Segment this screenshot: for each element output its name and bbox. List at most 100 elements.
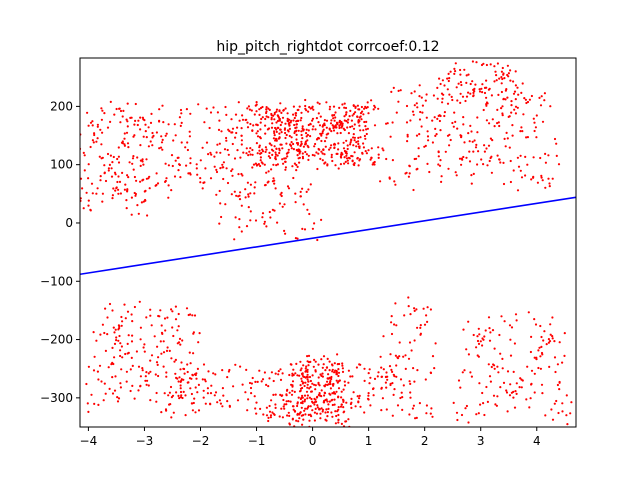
scatter-point bbox=[272, 114, 275, 117]
scatter-point bbox=[101, 109, 104, 112]
scatter-point bbox=[250, 382, 253, 385]
scatter-point bbox=[357, 136, 360, 139]
scatter-point bbox=[147, 372, 150, 375]
scatter-point bbox=[145, 136, 148, 139]
scatter-point bbox=[160, 352, 163, 355]
scatter-point bbox=[305, 135, 308, 138]
scatter-point bbox=[483, 150, 486, 153]
scatter-point bbox=[99, 333, 102, 336]
scatter-point bbox=[267, 170, 270, 173]
scatter-point bbox=[465, 404, 468, 408]
scatter-point bbox=[273, 182, 276, 185]
scatter-point bbox=[297, 396, 300, 399]
scatter-point bbox=[86, 402, 89, 405]
scatter-point bbox=[347, 118, 350, 121]
scatter-point bbox=[230, 118, 233, 121]
scatter-point bbox=[157, 374, 160, 378]
scatter-point bbox=[117, 328, 120, 331]
scatter-point bbox=[280, 394, 283, 397]
scatter-point bbox=[362, 113, 365, 116]
scatter-point bbox=[414, 417, 417, 420]
scatter-point bbox=[291, 374, 294, 377]
scatter-point bbox=[557, 411, 560, 415]
scatter-point bbox=[167, 394, 170, 397]
scatter-point bbox=[170, 189, 173, 192]
scatter-point bbox=[260, 380, 263, 383]
scatter-point bbox=[215, 168, 218, 171]
scatter-point bbox=[336, 363, 339, 366]
scatter-point bbox=[231, 142, 234, 146]
scatter-point bbox=[268, 410, 272, 413]
scatter-point bbox=[460, 83, 463, 87]
scatter-point bbox=[509, 354, 513, 357]
scatter-point bbox=[300, 414, 303, 417]
scatter-point bbox=[223, 148, 227, 151]
scatter-point bbox=[170, 416, 173, 419]
scatter-point bbox=[365, 128, 368, 131]
scatter-point bbox=[259, 159, 262, 162]
scatter-point bbox=[365, 152, 368, 155]
scatter-point bbox=[292, 368, 295, 371]
scatter-point bbox=[483, 413, 486, 417]
scatter-point bbox=[139, 338, 142, 341]
scatter-point bbox=[193, 314, 197, 317]
scatter-point bbox=[103, 171, 106, 174]
scatter-point bbox=[307, 380, 310, 383]
scatter-point bbox=[371, 387, 375, 391]
scatter-point bbox=[350, 154, 353, 158]
scatter-point bbox=[172, 411, 175, 414]
scatter-point bbox=[139, 375, 142, 378]
scatter-point bbox=[170, 308, 173, 311]
scatter-point bbox=[186, 148, 189, 152]
scatter-point bbox=[538, 96, 541, 99]
scatter-point bbox=[320, 358, 323, 361]
scatter-point bbox=[548, 185, 551, 188]
scatter-point bbox=[439, 129, 442, 132]
scatter-point bbox=[252, 124, 255, 127]
scatter-point bbox=[258, 149, 261, 152]
scatter-point bbox=[346, 147, 349, 151]
scatter-point bbox=[103, 331, 106, 335]
scatter-point bbox=[300, 406, 303, 409]
scatter-point bbox=[111, 194, 114, 197]
scatter-point bbox=[285, 152, 288, 155]
scatter-point bbox=[179, 396, 183, 399]
scatter-point bbox=[194, 373, 197, 377]
scatter-point bbox=[161, 104, 164, 107]
scatter-point bbox=[476, 163, 479, 166]
scatter-point bbox=[313, 222, 316, 225]
scatter-point bbox=[142, 163, 145, 166]
scatter-point bbox=[165, 371, 168, 374]
scatter-point bbox=[286, 155, 289, 158]
scatter-point bbox=[230, 193, 233, 196]
scatter-point bbox=[162, 351, 166, 354]
scatter-point bbox=[119, 109, 123, 113]
scatter-point bbox=[123, 132, 126, 135]
scatter-point bbox=[318, 102, 321, 105]
scatter-point bbox=[498, 158, 501, 161]
scatter-point bbox=[177, 380, 180, 383]
scatter-point bbox=[321, 152, 324, 155]
scatter-point bbox=[392, 393, 395, 396]
scatter-point bbox=[139, 180, 142, 183]
scatter-point bbox=[142, 118, 145, 121]
scatter-point bbox=[311, 153, 314, 157]
scatter-point bbox=[473, 90, 476, 93]
scatter-point bbox=[198, 332, 201, 335]
scatter-point bbox=[550, 408, 553, 411]
scatter-point bbox=[488, 87, 491, 90]
scatter-point bbox=[490, 171, 493, 174]
scatter-point bbox=[275, 130, 278, 133]
scatter-point bbox=[500, 82, 503, 85]
scatter-point bbox=[563, 354, 566, 357]
y-tick-label: 0 bbox=[65, 216, 73, 230]
scatter-point bbox=[349, 402, 352, 406]
scatter-point bbox=[148, 187, 151, 190]
scatter-point bbox=[284, 168, 287, 171]
scatter-point bbox=[192, 352, 195, 355]
scatter-point bbox=[347, 369, 350, 372]
scatter-point bbox=[226, 400, 229, 403]
scatter-point bbox=[332, 129, 336, 132]
scatter-point bbox=[309, 123, 312, 126]
scatter-point bbox=[307, 154, 310, 157]
